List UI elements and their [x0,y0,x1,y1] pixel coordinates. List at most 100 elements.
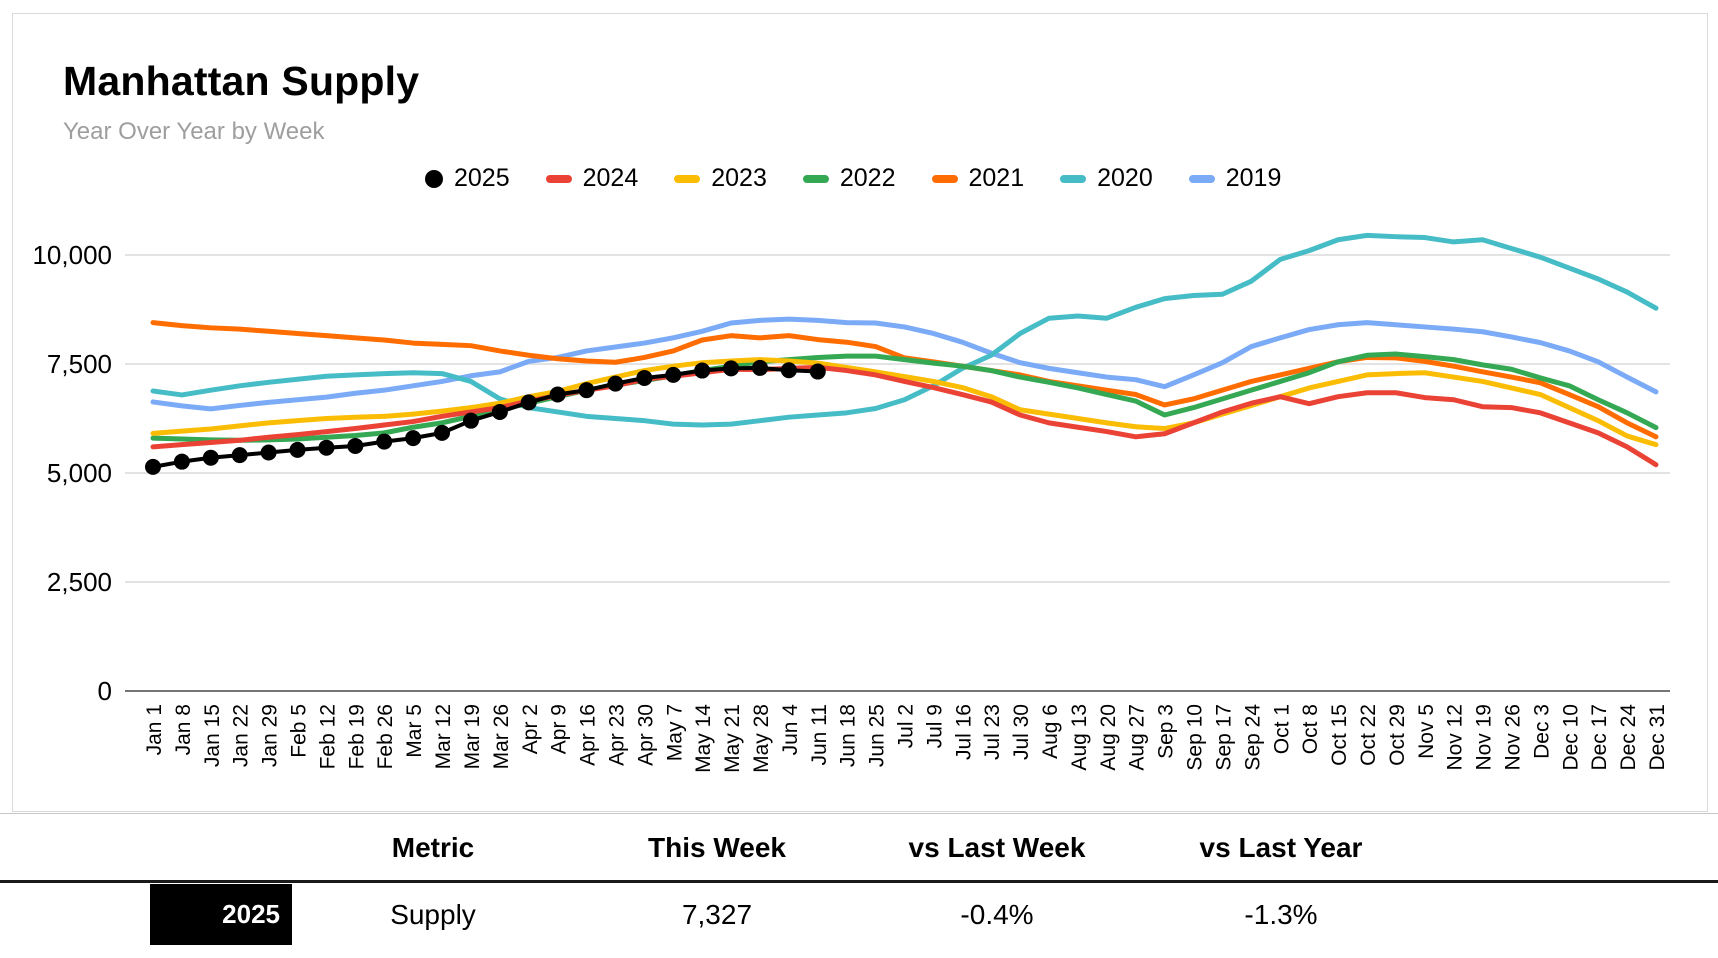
legend-circle-icon [425,169,443,188]
x-axis-tick-label: May 28 [750,704,773,773]
chart-legend: 2025 2024 2023 2022 2021 2020 2019 [425,164,1281,193]
x-axis-tick-label: Jun 18 [837,704,860,767]
summary-table-row: Supply 7,327 -0.4% -1.3% [0,883,1718,947]
legend-label: 2023 [711,164,767,192]
series-point-2025 [636,369,653,386]
series-line-2019 [150,316,1659,412]
x-axis-tick-label: Apr 2 [519,704,542,754]
x-axis-tick-label: Feb 12 [316,704,339,769]
series-point-2025 [780,362,797,379]
supply-line-chart: 0 2,500 5,000 7,500 10,000 Jan 1 Jan 8 Jan 15 Ja… [32,232,1670,773]
x-axis-tick-label: Mar 19 [461,704,484,769]
cell-vs-last-week: -0.4% [960,899,1034,930]
series-line-2020 [150,232,1659,428]
legend-label: 2020 [1097,164,1153,192]
series-point-2025 [202,449,219,466]
x-axis-tick-label: Aug 13 [1068,704,1091,771]
x-axis-tick-label: Jun 4 [779,704,802,756]
series-line-2024 [150,364,1659,468]
legend-dash-icon [1060,174,1087,183]
series-point-2025 [578,382,595,399]
x-axis-tick-label: Jul 2 [895,704,918,748]
x-axis-tick-label: Nov 19 [1473,704,1496,771]
legend-label: 2019 [1225,164,1282,192]
y-axis-tick-label: 5,000 [47,458,112,488]
legend-item-2021[interactable]: 2021 [931,164,1025,193]
x-axis-tick-label: Jan 15 [201,704,224,767]
series-point-2025 [520,394,537,411]
col-header-vs-last-week: vs Last Week [908,831,1086,863]
series-point-2025 [665,366,682,383]
x-axis-tick-label: Oct 29 [1386,704,1409,766]
series-point-2025 [809,363,826,380]
series-point-2025 [405,430,422,447]
x-axis-tick-label: Mar 5 [403,704,426,758]
x-axis-tick-label: Dec 3 [1530,704,1553,759]
series-point-2025 [145,458,161,475]
legend-item-2023[interactable]: 2023 [674,164,767,193]
x-axis-tick-label: Aug 27 [1126,704,1149,771]
cell-vs-last-year: -1.3% [1244,899,1318,930]
x-axis-tick-label: Nov 26 [1501,704,1524,771]
legend-label: 2022 [839,164,896,192]
legend-item-2024[interactable]: 2024 [545,164,639,193]
col-header-metric: Metric [391,831,475,863]
x-axis-tick-label: Sep 10 [1184,704,1207,771]
x-axis-tick-label: Oct 22 [1357,704,1380,766]
series-point-2025 [607,375,624,392]
x-axis-tick-label: Sep 3 [1155,704,1178,759]
legend-item-2020[interactable]: 2020 [1060,164,1153,193]
x-axis-tick-label: Jul 30 [1010,704,1033,760]
series-point-2025 [751,359,768,376]
x-axis-tick-label: Jul 16 [952,704,975,760]
series-point-2025 [347,437,364,454]
x-axis-tick-label: Aug 6 [1039,704,1062,759]
series-point-2025 [260,444,277,461]
x-axis-tick-label: Feb 19 [345,704,368,769]
series-point-2025 [694,362,711,379]
y-axis-tick-label: 2,500 [47,567,112,597]
x-axis-tick-label: Dec 24 [1617,704,1640,771]
x-axis-tick-label: Apr 23 [605,704,628,766]
summary-table-header: Metric This Week vs Last Week vs Last Ye… [0,813,1718,881]
y-axis-tick-label: 10,000 [32,240,112,270]
series-point-2025 [231,447,248,464]
y-axis-tick-label: 0 [98,676,112,706]
x-axis-tick-label: Apr 30 [634,704,657,766]
series-line-2023 [150,357,1659,448]
legend-item-2019[interactable]: 2019 [1188,164,1282,193]
x-axis-tick-label: Dec 31 [1646,704,1669,771]
x-axis-tick-label: Aug 20 [1097,704,1120,771]
series-point-2025 [173,453,190,470]
x-axis-tick-label: Jan 22 [230,704,253,767]
series-point-2025 [462,412,479,429]
x-axis-tick-label: May 21 [721,704,744,773]
x-axis-tick-label: Jun 25 [866,704,889,767]
legend-label: 2024 [582,164,639,192]
legend-dash-icon [1188,174,1215,183]
legend-item-2025[interactable]: 2025 [425,164,510,193]
x-axis-tick-label: Jun 11 [808,704,831,766]
x-axis-tick-label: Jan 1 [143,704,166,755]
table-divider-line [0,880,1718,883]
x-axis-tick-label: Oct 15 [1328,704,1351,766]
series-point-2025 [434,424,451,441]
legend-label: 2021 [968,164,1025,192]
series-point-2025 [376,433,393,450]
x-axis-tick-label: Jul 9 [923,704,946,748]
legend-dash-icon [802,174,829,183]
legend-label: 2025 [454,164,510,192]
series-point-2025 [289,441,306,458]
chart-title: Manhattan Supply [63,58,420,104]
series-line-2022 [150,351,1659,443]
legend-item-2022[interactable]: 2022 [802,164,896,193]
x-axis-tick-label: Jul 23 [981,704,1004,760]
x-axis-tick-label: Jan 29 [259,704,282,767]
cell-metric: Supply [390,899,476,930]
x-axis-tick-label: Feb 26 [374,704,397,769]
x-axis-tick-label: Dec 10 [1559,704,1582,771]
cell-this-week: 7,327 [681,899,753,930]
year-badge-2025: 2025 [150,884,292,945]
y-axis-tick-label: 7,500 [47,349,112,379]
x-axis-tick-label: Dec 17 [1588,704,1611,771]
